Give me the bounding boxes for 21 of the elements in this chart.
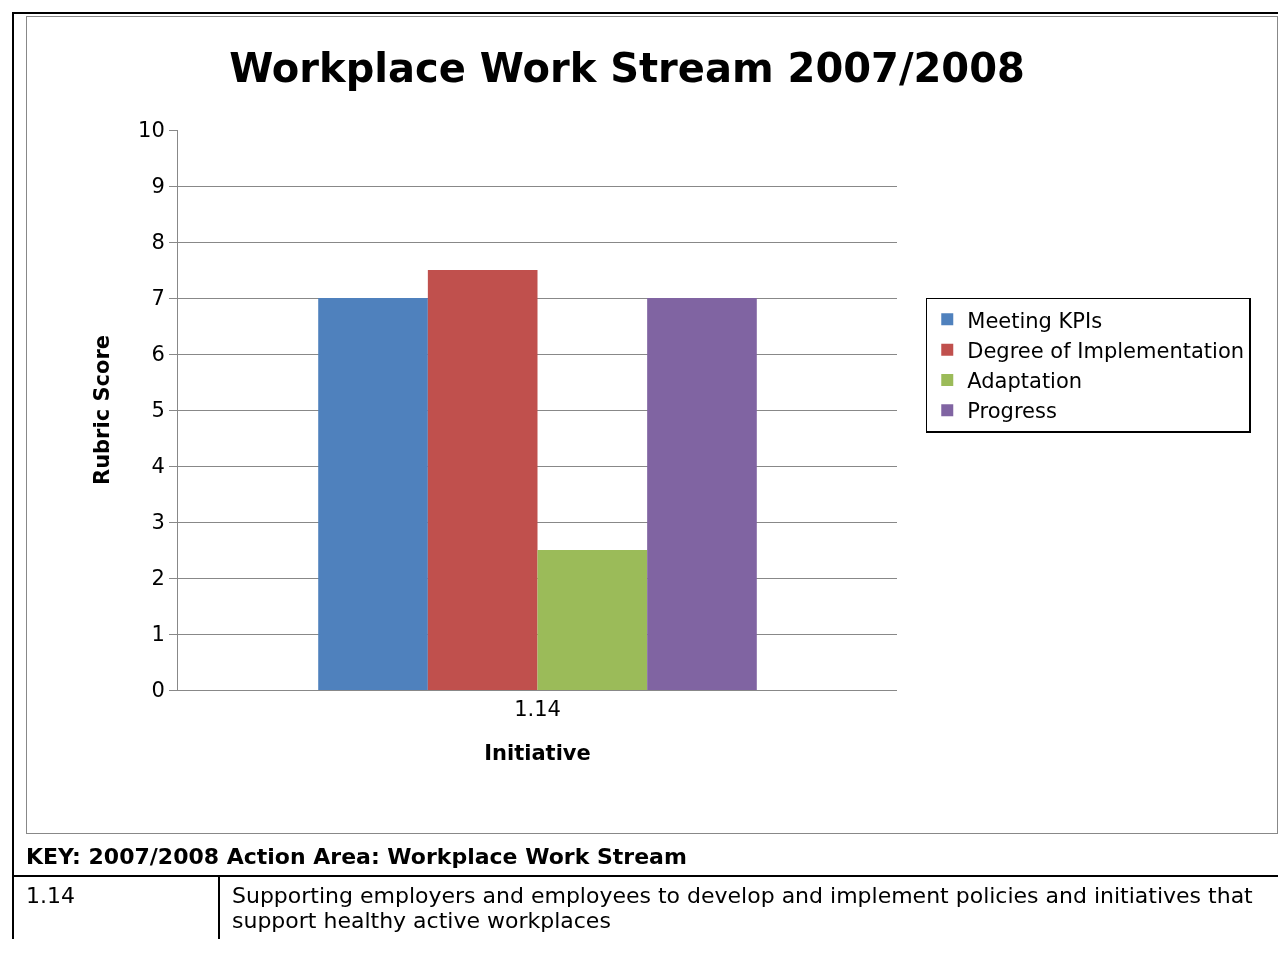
y-tick-label: 10 — [138, 118, 165, 143]
y-tick-label: 2 — [151, 566, 165, 591]
y-tick-label: 8 — [151, 230, 165, 255]
y-tick-label: 4 — [151, 454, 165, 479]
x-axis-title: Initiative — [484, 741, 591, 766]
y-tick-label: 6 — [151, 342, 165, 367]
legend-label: Meeting KPIs — [967, 308, 1103, 333]
y-tick-label: 9 — [151, 174, 165, 199]
text: KEY: 2007/2008 Action Area: Workplace Work Stream — [25, 843, 688, 871]
y-tick-label: 7 — [151, 286, 165, 311]
y-tick-label: 5 — [151, 398, 165, 423]
text: Supporting employers and employees to develop and implement policies and initiatives that support healthy active workplaces — [219, 876, 1278, 939]
legend-label: Progress — [967, 399, 1057, 424]
y-tick-label: 0 — [151, 678, 165, 703]
text: 1.14 — [14, 876, 219, 939]
legend-label: Degree of Implementation — [967, 338, 1245, 363]
y-tick-label: 1 — [151, 622, 165, 647]
chart-title: Workplace Work Stream 2007/2008 — [229, 44, 1025, 91]
y-axis-title: Rubric Score — [90, 334, 115, 486]
legend-label: Adaptation — [967, 369, 1083, 394]
y-tick-label: 3 — [151, 510, 165, 535]
